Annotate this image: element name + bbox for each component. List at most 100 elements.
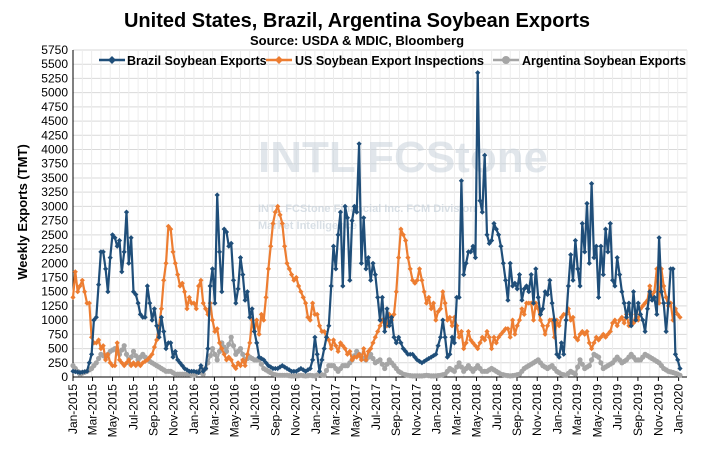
data-point-brazil — [575, 266, 581, 272]
data-point-argentina — [93, 360, 99, 366]
data-point-brazil — [614, 255, 620, 261]
data-point-brazil — [142, 314, 148, 320]
data-point-brazil — [661, 300, 667, 306]
data-point-brazil — [523, 283, 530, 289]
y-tick-label: 1500 — [41, 285, 68, 299]
data-point-brazil — [663, 328, 669, 335]
data-point-brazil — [319, 357, 325, 363]
data-point-us — [496, 334, 502, 340]
data-point-us — [421, 289, 427, 295]
data-point-brazil — [623, 314, 630, 320]
data-point-us — [135, 360, 141, 366]
data-point-us — [589, 346, 595, 352]
data-point-us — [158, 306, 164, 312]
data-point-brazil — [240, 272, 246, 278]
data-point-brazil — [533, 266, 539, 272]
data-point-us — [670, 317, 676, 323]
data-point-us — [340, 343, 346, 349]
data-point-us — [642, 300, 648, 306]
data-point-brazil — [70, 368, 76, 374]
data-point-brazil — [205, 346, 211, 352]
data-point-us — [454, 323, 460, 329]
x-tick-label: Jul-2015 — [126, 384, 140, 430]
data-point-brazil — [361, 215, 367, 221]
data-point-brazil — [577, 283, 583, 289]
data-point-us — [519, 306, 525, 312]
x-tick-label: May-2016 — [228, 384, 242, 438]
data-point-us — [410, 277, 416, 283]
data-point-brazil — [596, 294, 602, 300]
data-point-argentina — [228, 334, 234, 340]
data-point-brazil — [510, 283, 516, 289]
data-point-brazil — [626, 300, 632, 306]
data-point-us — [498, 331, 504, 337]
data-point-us — [354, 354, 360, 360]
data-point-us — [570, 314, 576, 320]
data-point-us — [465, 328, 471, 335]
data-point-argentina — [677, 372, 683, 378]
data-point-us — [358, 357, 364, 363]
data-point-us — [575, 337, 581, 343]
data-point-brazil — [135, 300, 141, 306]
data-point-brazil — [610, 277, 616, 283]
data-point-brazil — [237, 255, 244, 261]
data-point-us — [237, 363, 244, 369]
data-point-us — [440, 289, 446, 295]
x-tick-label: Jul-2019 — [611, 384, 625, 430]
data-point-brazil — [612, 283, 618, 289]
data-point-us — [398, 226, 404, 232]
data-point-brazil — [321, 346, 327, 352]
data-point-us — [235, 360, 241, 366]
x-tick-label: May-2019 — [590, 384, 604, 438]
data-point-us — [600, 331, 606, 337]
data-point-us — [137, 363, 143, 369]
data-point-brazil — [484, 232, 490, 238]
y-tick-label: 4750 — [41, 100, 68, 114]
data-point-brazil — [326, 323, 332, 329]
data-point-brazil — [163, 346, 169, 352]
x-tick-label: Sep-2015 — [146, 384, 160, 436]
y-axis-label: Weekly Exports (TMT) — [15, 144, 30, 280]
x-tick-label: Nov-2016 — [289, 384, 303, 436]
data-point-brazil — [265, 363, 271, 369]
data-point-brazil — [105, 289, 111, 295]
data-point-brazil — [303, 368, 309, 374]
data-point-brazil — [86, 360, 92, 366]
data-point-us — [282, 243, 288, 249]
data-point-us — [593, 334, 599, 340]
data-point-argentina — [456, 360, 462, 366]
data-point-us — [621, 320, 627, 326]
y-tick-label: 1000 — [41, 313, 68, 327]
data-point-us — [103, 357, 109, 363]
data-point-argentina — [119, 347, 125, 353]
data-point-us — [105, 351, 111, 357]
data-point-us — [265, 266, 271, 272]
x-tick-label: May-2017 — [349, 384, 363, 438]
data-point-us — [356, 351, 362, 357]
data-point-brazil — [244, 289, 250, 295]
data-point-brazil — [433, 351, 439, 357]
data-point-us — [426, 294, 432, 300]
data-point-argentina — [96, 355, 102, 362]
data-point-us — [228, 357, 234, 363]
data-point-brazil — [170, 354, 176, 360]
data-point-brazil — [337, 209, 344, 215]
data-point-brazil — [437, 334, 444, 340]
data-point-us — [349, 357, 355, 363]
data-point-us — [303, 300, 309, 306]
data-point-us — [437, 306, 444, 312]
data-point-brazil — [507, 260, 513, 266]
x-tick-label: May-2015 — [106, 384, 120, 438]
data-point-brazil — [393, 340, 399, 346]
data-point-us — [182, 289, 188, 295]
y-tick-label: 4500 — [41, 114, 68, 128]
data-point-argentina — [596, 354, 602, 360]
data-point-brazil — [307, 365, 313, 372]
data-point-us — [491, 334, 497, 340]
data-point-brazil — [305, 367, 311, 373]
data-point-brazil — [540, 306, 546, 312]
data-point-brazil — [554, 351, 560, 357]
data-point-us — [365, 348, 371, 354]
data-point-brazil — [521, 286, 527, 292]
data-point-us — [363, 357, 369, 363]
